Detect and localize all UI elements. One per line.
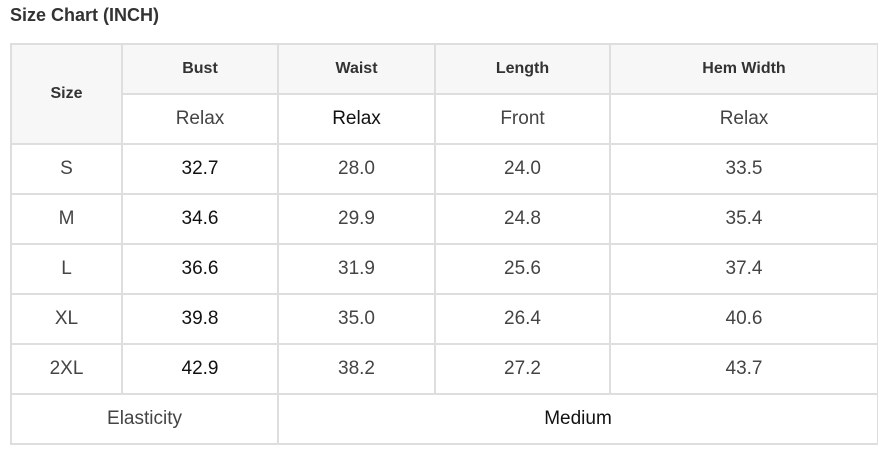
hem-width-cell: 40.6 (609, 293, 878, 345)
header-row: Size Bust Waist Length Hem Width (10, 43, 878, 145)
length-cell: 24.8 (434, 193, 611, 245)
subheader-hem-width: Relax (609, 93, 878, 145)
footer-row: Elasticity Medium (10, 393, 878, 445)
length-cell: 24.0 (434, 143, 611, 195)
hem-width-cell: 35.4 (609, 193, 878, 245)
table-row: XL 39.8 35.0 26.4 40.6 (10, 293, 878, 345)
table-row: M 34.6 29.9 24.8 35.4 (10, 193, 878, 245)
size-cell: 2XL (10, 343, 123, 395)
bust-cell: 32.7 (121, 143, 279, 195)
page-title: Size Chart (INCH) (10, 5, 160, 25)
subheader-row: Relax Relax Front Relax (11, 93, 878, 145)
length-cell: 26.4 (434, 293, 611, 345)
elasticity-label: Elasticity (10, 393, 279, 445)
table-row: S 32.7 28.0 24.0 33.5 (10, 143, 878, 195)
waist-cell: 35.0 (277, 293, 436, 345)
waist-cell: 31.9 (277, 243, 436, 295)
subheader-bust: Relax (121, 93, 279, 145)
column-header-hem-width: Hem Width (609, 43, 878, 95)
waist-cell: 38.2 (277, 343, 436, 395)
size-chart-table: Size Bust Waist Length Hem Width Relax R… (10, 43, 878, 445)
waist-cell: 29.9 (277, 193, 436, 245)
elasticity-value: Medium (277, 393, 878, 445)
hem-width-cell: 43.7 (609, 343, 878, 395)
waist-cell: 28.0 (277, 143, 436, 195)
table-row: L 36.6 31.9 25.6 37.4 (10, 243, 878, 295)
size-header: Size (10, 43, 123, 145)
subheader-length: Front (434, 93, 611, 145)
table-row: 2XL 42.9 38.2 27.2 43.7 (10, 343, 878, 395)
size-cell: M (10, 193, 123, 245)
column-header-waist: Waist (277, 43, 436, 95)
length-cell: 27.2 (434, 343, 611, 395)
hem-width-cell: 37.4 (609, 243, 878, 295)
bust-cell: 42.9 (121, 343, 279, 395)
size-cell: S (10, 143, 123, 195)
bust-cell: 36.6 (121, 243, 279, 295)
column-header-length: Length (434, 43, 611, 95)
length-cell: 25.6 (434, 243, 611, 295)
subheader-waist: Relax (277, 93, 436, 145)
column-header-bust: Bust (121, 43, 279, 95)
bust-cell: 34.6 (121, 193, 279, 245)
size-cell: XL (10, 293, 123, 345)
size-cell: L (10, 243, 123, 295)
bust-cell: 39.8 (121, 293, 279, 345)
hem-width-cell: 33.5 (609, 143, 878, 195)
